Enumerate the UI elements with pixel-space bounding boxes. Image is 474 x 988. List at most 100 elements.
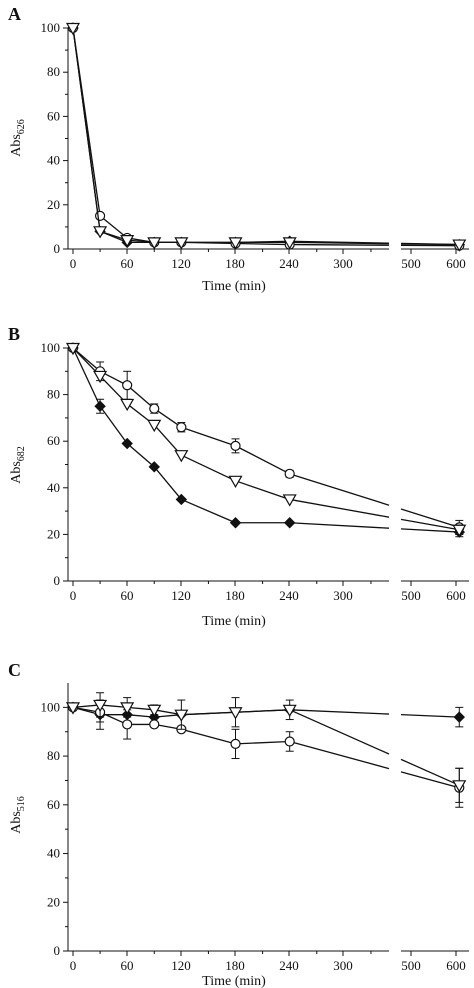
series-line xyxy=(126,443,155,468)
panel-letter: C xyxy=(8,660,21,680)
data-point xyxy=(147,704,162,718)
data-point xyxy=(120,398,135,412)
data-point xyxy=(228,475,243,489)
series-line xyxy=(100,704,128,709)
x-tick-label: 60 xyxy=(121,958,134,973)
data-point xyxy=(229,517,242,529)
y-tick-label: 60 xyxy=(47,797,60,812)
y-axis-label: Abs626 xyxy=(9,119,27,157)
y-tick-label: 60 xyxy=(47,108,60,123)
series-line xyxy=(153,466,182,500)
data-point xyxy=(149,719,160,730)
y-tick-label: 80 xyxy=(47,748,60,763)
y-tick-label: 20 xyxy=(47,526,60,541)
y-axis-label: Abs682 xyxy=(9,446,27,484)
chart-panel-b: B 0 20 40 60 80 100 0 60 120 180 240 300 500 600 Time (… xyxy=(8,324,469,629)
series-line xyxy=(99,215,128,239)
x-tick-label: 0 xyxy=(70,588,77,603)
data-point xyxy=(284,468,295,479)
data-point xyxy=(122,719,133,730)
x-tick-label: 600 xyxy=(446,588,466,603)
series-line xyxy=(181,426,236,447)
series-line xyxy=(400,713,460,718)
series-line xyxy=(181,498,236,524)
series-triangle-down-open xyxy=(65,342,467,537)
data-point xyxy=(452,239,467,252)
series-line xyxy=(181,728,236,745)
series-line xyxy=(181,454,236,482)
series-line xyxy=(181,711,236,716)
x-tick-label: 180 xyxy=(225,588,245,603)
series-line xyxy=(235,480,290,501)
series-line xyxy=(289,740,390,770)
y-axis-label-main: Abs xyxy=(9,811,24,834)
series-line xyxy=(235,740,290,745)
series-line xyxy=(289,709,390,755)
series-diamond-filled xyxy=(67,22,465,251)
x-axis-label: Time (min) xyxy=(202,614,266,629)
y-tick-label: 20 xyxy=(47,894,60,909)
series-line xyxy=(127,239,155,244)
data-point xyxy=(148,461,160,473)
data-point xyxy=(122,380,133,391)
x-tick-label: 240 xyxy=(279,256,299,271)
data-point xyxy=(149,403,160,414)
x-tick-label: 240 xyxy=(279,958,299,973)
x-tick-label: 60 xyxy=(121,256,134,271)
data-point xyxy=(174,709,189,722)
y-tick-label: 60 xyxy=(47,433,60,448)
x-tick-label: 120 xyxy=(171,958,191,973)
data-point xyxy=(94,210,106,221)
data-point xyxy=(282,704,297,718)
data-point xyxy=(93,370,108,384)
series-line xyxy=(127,706,155,711)
series-line xyxy=(400,758,460,786)
data-point xyxy=(228,707,243,720)
y-tick-label: 40 xyxy=(47,846,60,861)
x-tick-label: 300 xyxy=(333,958,353,973)
series-line xyxy=(72,704,101,709)
y-tick-label: 100 xyxy=(41,340,61,355)
y-tick-label: 20 xyxy=(47,197,60,212)
series-line xyxy=(400,508,460,529)
series-line xyxy=(289,473,390,506)
data-point xyxy=(120,235,135,248)
data-point xyxy=(94,400,106,412)
data-point xyxy=(452,780,467,793)
series-line xyxy=(289,243,390,246)
data-point xyxy=(452,524,467,537)
series-circle-open xyxy=(67,22,465,251)
data-point xyxy=(230,440,241,451)
series-line xyxy=(400,518,460,531)
y-tick-label: 0 xyxy=(54,241,61,256)
x-tick-label: 240 xyxy=(279,588,299,603)
data-point xyxy=(282,494,297,507)
data-point xyxy=(65,342,81,356)
x-tick-label: 600 xyxy=(446,256,466,271)
series-line xyxy=(153,408,182,428)
y-axis-label-main: Abs xyxy=(9,134,24,157)
series-line xyxy=(72,27,101,232)
series-line xyxy=(235,445,290,475)
data-point xyxy=(65,702,81,715)
series-line xyxy=(289,709,390,715)
x-tick-label: 120 xyxy=(171,588,191,603)
x-tick-label: 60 xyxy=(121,588,134,603)
series-line xyxy=(400,528,460,533)
chart-panel-a: A 0 20 40 60 80 100 0 60 120 180 240 300 500 600 Time (… xyxy=(8,4,469,294)
series-line xyxy=(289,498,390,518)
x-tick-label: 300 xyxy=(333,256,353,271)
y-tick-label: 100 xyxy=(41,699,61,714)
y-tick-label: 40 xyxy=(47,480,60,495)
data-point xyxy=(174,450,189,463)
chart-panel-c: C 0 20 40 60 80 100 0 60 120 180 240 300 500 600 Time (… xyxy=(8,660,469,988)
panel-letter: B xyxy=(8,324,20,344)
y-tick-label: 0 xyxy=(54,943,61,958)
series-line xyxy=(289,241,390,245)
data-point xyxy=(284,736,295,747)
data-point xyxy=(228,237,243,250)
y-axis-label-subscript: 516 xyxy=(16,796,27,811)
data-point xyxy=(65,22,81,36)
data-point xyxy=(230,738,241,750)
